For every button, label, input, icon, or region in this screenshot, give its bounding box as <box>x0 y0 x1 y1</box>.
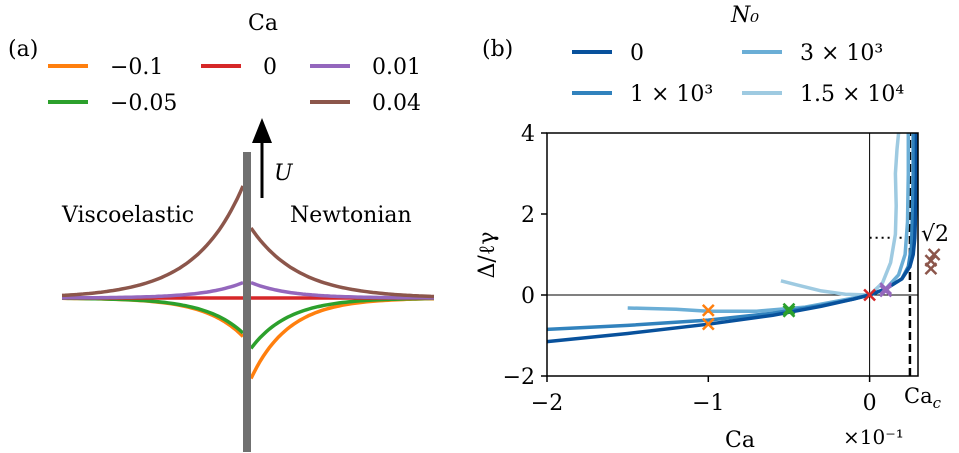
x-marker-stroke <box>782 304 796 318</box>
wall-bar <box>243 152 251 452</box>
newtonian-label: Newtonian <box>290 203 412 228</box>
x-marker-stroke <box>701 317 715 331</box>
x-marker-stroke <box>879 284 893 298</box>
ca-c-label: Cac <box>904 384 942 412</box>
x-multiplier: ×10⁻¹ <box>843 425 904 449</box>
curve-a-left <box>62 280 244 300</box>
plot-frame <box>546 132 919 377</box>
velocity-arrow-head <box>252 118 272 143</box>
panel-a-label: (a) <box>8 37 38 62</box>
x-marker-stroke <box>863 288 876 302</box>
x-marker-stroke <box>879 282 893 295</box>
x-marker <box>782 302 796 316</box>
y-tick-label: 4 <box>521 122 535 147</box>
x-marker <box>701 304 715 317</box>
panel-a-curves <box>61 185 435 380</box>
x-marker <box>701 317 715 331</box>
curve-a-right <box>250 280 434 300</box>
curve-a-left <box>61 185 245 298</box>
x-marker <box>879 282 893 295</box>
y-tick-label: 0 <box>521 284 535 309</box>
legend-a-label: 0.01 <box>372 55 421 80</box>
x-marker <box>782 304 796 318</box>
x-marker <box>879 284 893 298</box>
x-marker <box>863 288 876 302</box>
x-tick-label: −2 <box>531 391 563 416</box>
series-line <box>627 133 911 313</box>
curve-a-left <box>61 296 245 338</box>
panel-b-legend-title: N₀ <box>730 3 759 28</box>
panel-a-legend: −0.1 0 0.01 −0.05 0.04 <box>48 55 421 116</box>
legend-b-label: 1.5 × 10⁴ <box>800 82 904 107</box>
panel-a-legend-title: Ca <box>248 11 278 36</box>
legend-a-label: −0.1 <box>110 55 163 80</box>
x-marker <box>927 248 941 261</box>
sqrt2-label: √2 <box>921 222 949 247</box>
legend-b-label: 0 <box>630 41 644 66</box>
legend-b-label: 1 × 10³ <box>630 82 713 107</box>
x-marker-stroke <box>927 248 941 261</box>
panel-b-label: (b) <box>482 37 513 62</box>
x-marker-stroke <box>782 302 796 316</box>
x-tick-label: −1 <box>692 391 724 416</box>
curve-a-right <box>249 226 435 299</box>
legend-a-label: 0.04 <box>372 91 421 116</box>
y-tick-label: 2 <box>521 203 535 228</box>
velocity-label: U <box>274 161 294 186</box>
x-marker-stroke <box>924 254 938 267</box>
ca-c-main: Ca <box>904 384 933 408</box>
x-marker <box>924 254 938 267</box>
ca-c-sub: c <box>933 394 942 412</box>
legend-a-label: 0 <box>263 55 277 80</box>
series-line <box>780 133 901 297</box>
x-axis-label: Ca <box>725 428 755 453</box>
viscoelastic-label: Viscoelastic <box>61 203 194 228</box>
y-tick-label: −2 <box>503 365 535 390</box>
series-line <box>547 133 915 332</box>
legend-b-label: 3 × 10³ <box>800 41 883 66</box>
panel-b-plot: −2 −1 0 −2 0 2 4 <box>503 122 941 416</box>
legend-a-label: −0.05 <box>110 91 177 116</box>
panel-b-legend: 0 3 × 10³ 1 × 10³ 1.5 × 10⁴ <box>572 41 904 107</box>
x-marker-stroke <box>701 304 715 317</box>
x-tick-label: 0 <box>863 391 877 416</box>
curve-a-right <box>249 296 434 380</box>
curve-a-left <box>62 296 245 335</box>
y-axis-label: Δ/ℓγ <box>475 232 500 279</box>
